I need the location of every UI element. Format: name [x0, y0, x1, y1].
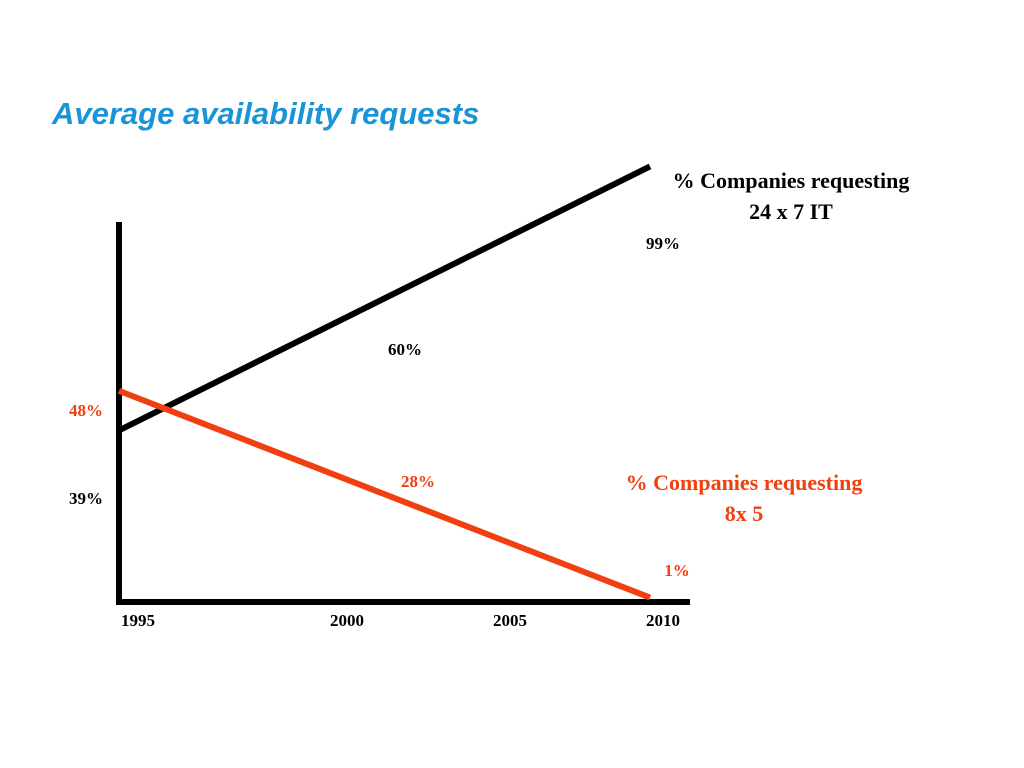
- chart-axes: [116, 222, 690, 605]
- series-name-0-line-0: % Companies requesting: [673, 168, 910, 193]
- data-label-0-0: 39%: [69, 489, 103, 508]
- x-tick-label-2010: 2010: [646, 611, 680, 630]
- series-name-1-line-0: % Companies requesting: [626, 470, 863, 495]
- series-line-1: [117, 388, 652, 601]
- slide-title: Average availability requests: [52, 96, 480, 131]
- x-tick-label-2000: 2000: [330, 611, 364, 630]
- data-label-1-1: 28%: [401, 472, 435, 491]
- series-layer: [117, 163, 652, 601]
- data-label-1-0: 48%: [69, 401, 103, 420]
- data-label-1-2: 1%: [664, 561, 690, 580]
- data-label-0-1: 60%: [388, 340, 422, 359]
- x-tick-label-1995: 1995: [121, 611, 155, 630]
- series-name-0-line-1: 24 x 7 IT: [749, 199, 833, 224]
- data-label-0-2: 99%: [646, 234, 680, 253]
- series-name-1-line-1: 8x 5: [725, 501, 764, 526]
- x-tick-label-2005: 2005: [493, 611, 527, 630]
- label-layer: 1995 2000 2005 2010 39% 60% 99% % Companies req…: [69, 168, 909, 630]
- series-line-0: [117, 163, 652, 434]
